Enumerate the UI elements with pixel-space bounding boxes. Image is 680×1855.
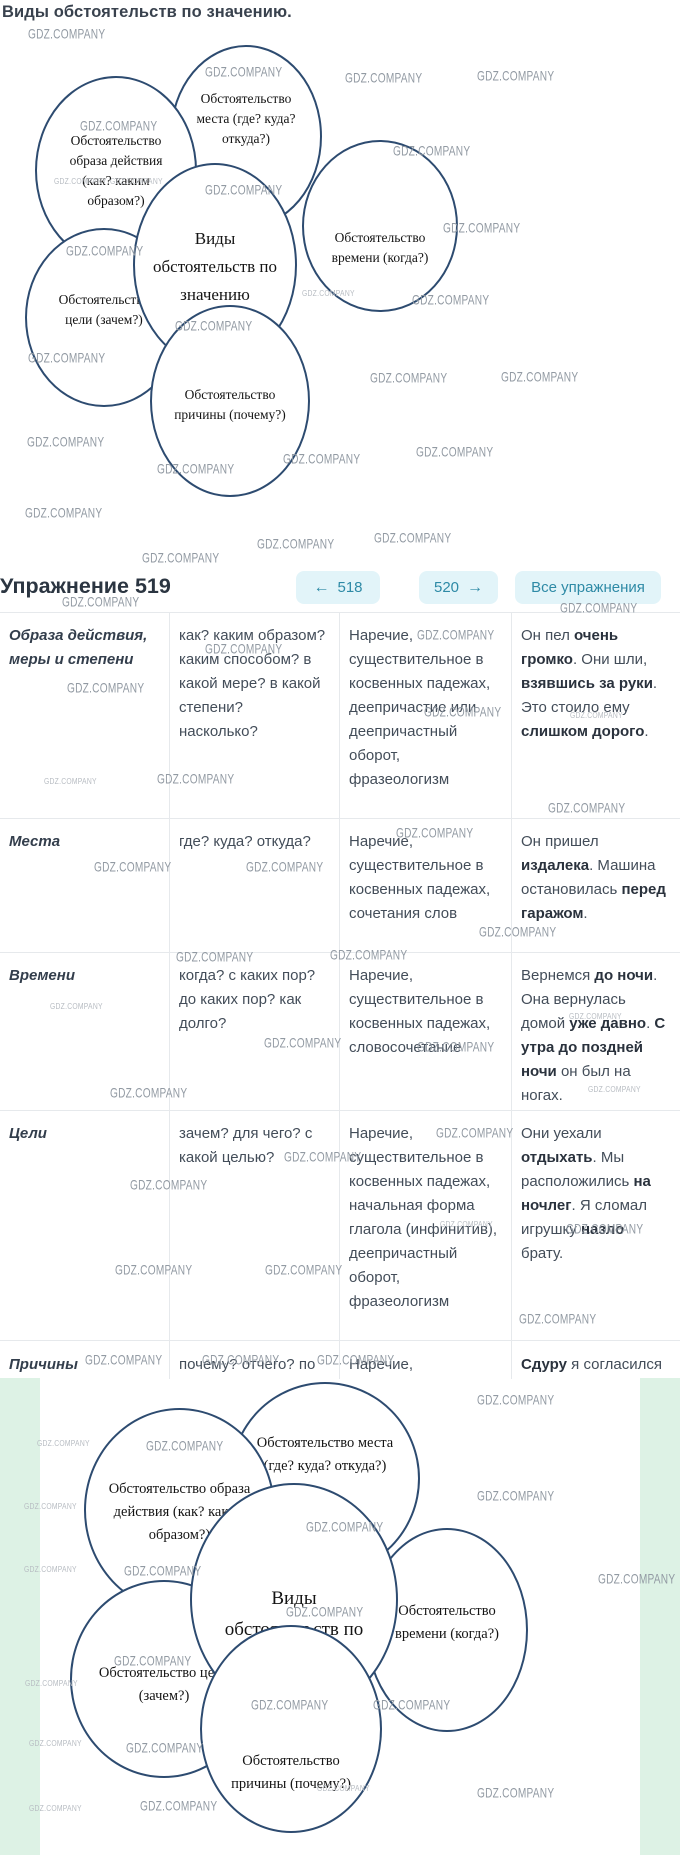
table-cell-examples: Он пришел издалека. Машина остановилась … — [512, 819, 680, 953]
table-cell-type: Причины — [0, 1341, 170, 1379]
circle-reason: Обстоятельство причины (почему?) — [150, 305, 310, 497]
reason-circle-label: Обстоятельство причины (почему?) — [174, 387, 286, 422]
watermark: GDZ.COMPANY — [345, 70, 423, 86]
watermark: GDZ.COMPANY — [28, 26, 106, 42]
page-title: Виды обстоятельств по значению. — [2, 3, 292, 21]
watermark: GDZ.COMPANY — [28, 350, 106, 366]
table-cell-questions: зачем? для чего? с какой целью? — [170, 1111, 340, 1341]
table-cell-examples: Сдуру я согласился — [521, 1356, 662, 1373]
circle-time: Обстоятельство времени (когда?) — [302, 140, 458, 312]
watermark: GDZ.COMPANY — [157, 461, 235, 477]
circle-mode: Обстоятельство образа действия (как? как… — [35, 76, 197, 265]
watermark: GDZ.COMPANY — [110, 176, 163, 186]
watermark: GDZ.COMPANY — [257, 536, 335, 552]
center-circle-label: Виды обстоятельств по значению — [153, 229, 277, 304]
watermark: GDZ.COMPANY — [370, 370, 448, 386]
mode-circle-label: Обстоятельство образа действия (как? как… — [69, 133, 163, 208]
table-cell-type: Места — [0, 819, 170, 953]
table-cell-expressed: Наречие, существительное в косвенных пад… — [340, 819, 512, 953]
answer-section — [0, 1378, 680, 1855]
table-cell-expressed: Наречие, существительное в косвенных пад… — [340, 1111, 512, 1341]
table-cell-expressed: Наречие, — [340, 1341, 512, 1379]
all-exercises-button[interactable]: Все упражнения — [515, 571, 661, 604]
watermark: GDZ.COMPANY — [175, 318, 253, 334]
watermark: GDZ.COMPANY — [142, 550, 220, 566]
table-cell-questions: почему? отчего? по — [170, 1341, 340, 1379]
watermark: GDZ.COMPANY — [416, 444, 494, 460]
circle-place: Обстоятельство места (где? куда? откуда?… — [170, 45, 322, 228]
watermark: GDZ.COMPANY — [27, 434, 105, 450]
watermark: GDZ.COMPANY — [66, 243, 144, 259]
watermark: GDZ.COMPANY — [205, 64, 283, 80]
table-cell-expressed: Наречие, существительное в косвенных пад… — [340, 613, 512, 819]
table-cell-type: Образа действия, меры и степени — [0, 613, 170, 819]
circle-goal: Обстоятельство цели (зачем?) — [25, 228, 183, 407]
prev-exercise-number: 518 — [337, 579, 363, 596]
table-cell-examples: Он пел очень громко. Они шли, взявшись з… — [512, 613, 680, 819]
place-circle-label: Обстоятельство места (где? куда? откуда?… — [196, 91, 296, 146]
table-cell-type: Времени — [0, 953, 170, 1111]
exercise-title: Упражнение 519 — [0, 574, 171, 598]
table-cell-questions: где? куда? откуда? — [170, 819, 340, 953]
watermark: GDZ.COMPANY — [205, 182, 283, 198]
time-circle-label: Обстоятельство времени (когда?) — [331, 230, 429, 265]
table-cell-questions: когда? с каких пор? до каких пор? как до… — [170, 953, 340, 1111]
answer-image — [40, 1378, 640, 1855]
watermark: GDZ.COMPANY — [80, 118, 158, 134]
left-arrow-icon: ← — [313, 578, 330, 596]
watermark: GDZ.COMPANY — [25, 505, 103, 521]
table-cell-examples: Они уехали отдыхать. Мы расположились на… — [512, 1111, 680, 1341]
watermark: GDZ.COMPANY — [477, 68, 555, 84]
next-exercise-number: 520 — [433, 579, 460, 596]
adverbial-types-table: Образа действия, меры и степени как? каки… — [0, 612, 680, 1379]
next-exercise-button[interactable]: 520 → — [419, 571, 498, 604]
table-cell-questions: как? каким образом? каким способом? в ка… — [170, 613, 340, 819]
prev-exercise-button[interactable]: ← 518 — [296, 571, 380, 604]
watermark: GDZ.COMPANY — [283, 451, 361, 467]
watermark: GDZ.COMPANY — [302, 288, 355, 298]
goal-circle-label: Обстоятельство цели (зачем?) — [58, 292, 150, 327]
watermark: GDZ.COMPANY — [412, 292, 490, 308]
table-cell-expressed: Наречие, существительное в косвенных пад… — [340, 953, 512, 1111]
watermark: GDZ.COMPANY — [54, 176, 107, 186]
watermark: GDZ.COMPANY — [501, 369, 579, 385]
watermark: GDZ.COMPANY — [393, 143, 471, 159]
table-cell-type: Цели — [0, 1111, 170, 1341]
watermark: GDZ.COMPANY — [374, 530, 452, 546]
right-arrow-icon: → — [467, 578, 484, 596]
table-cell-examples: Вернемся до ночи. Она вернулась домой уж… — [512, 953, 680, 1111]
watermark: GDZ.COMPANY — [443, 220, 521, 236]
circle-center: Виды обстоятельств по значению — [133, 163, 297, 367]
